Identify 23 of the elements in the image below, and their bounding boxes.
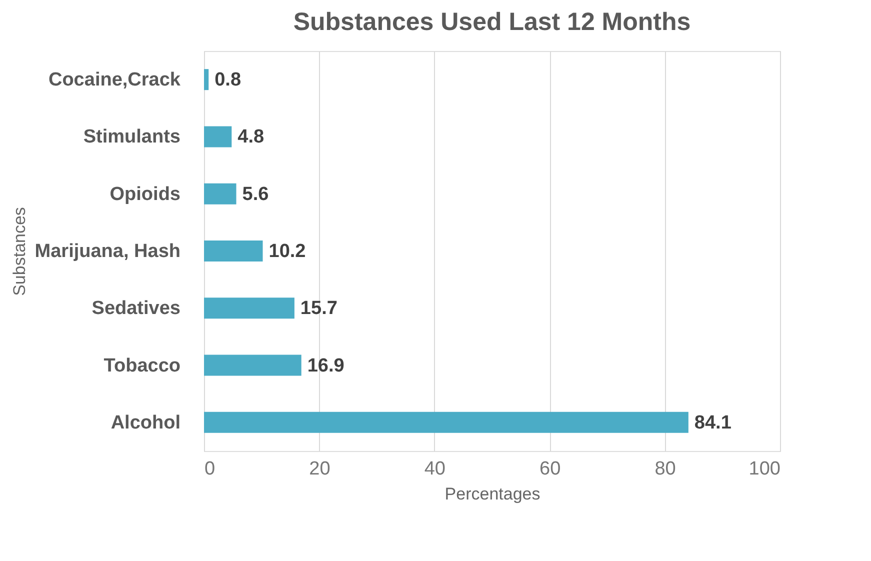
y-tick-label: Alcohol (110, 412, 180, 434)
x-tick-label: 0 (204, 458, 216, 480)
data-label: 15.7 (300, 298, 338, 320)
x-tick-label: 100 (748, 458, 780, 480)
data-label: 84.1 (694, 412, 732, 434)
y-axis-title: Substances (10, 207, 29, 296)
x-tick-label: 80 (654, 458, 676, 480)
y-tick-label: Tobacco (104, 355, 180, 376)
data-label: 10.2 (268, 241, 306, 262)
y-tick-label: Cocaine,Crack (48, 70, 181, 91)
x-tick-label: 60 (540, 458, 561, 480)
x-tick-label: 40 (424, 458, 446, 480)
data-label: 4.8 (238, 126, 264, 148)
chart-title: Substances Used Last 12 Months (293, 8, 691, 36)
data-label: 0.8 (214, 70, 242, 91)
x-tick-label: 20 (309, 458, 330, 480)
y-tick-label: Stimulants (83, 126, 180, 148)
y-tick-label: Sedatives (92, 298, 180, 320)
data-label: 5.6 (242, 184, 269, 205)
x-axis-title: Percentages (444, 484, 540, 504)
y-tick-label: Opioids (110, 184, 180, 205)
data-label: 16.9 (307, 355, 344, 376)
y-tick-label: Marijuana, Hash (34, 241, 180, 262)
